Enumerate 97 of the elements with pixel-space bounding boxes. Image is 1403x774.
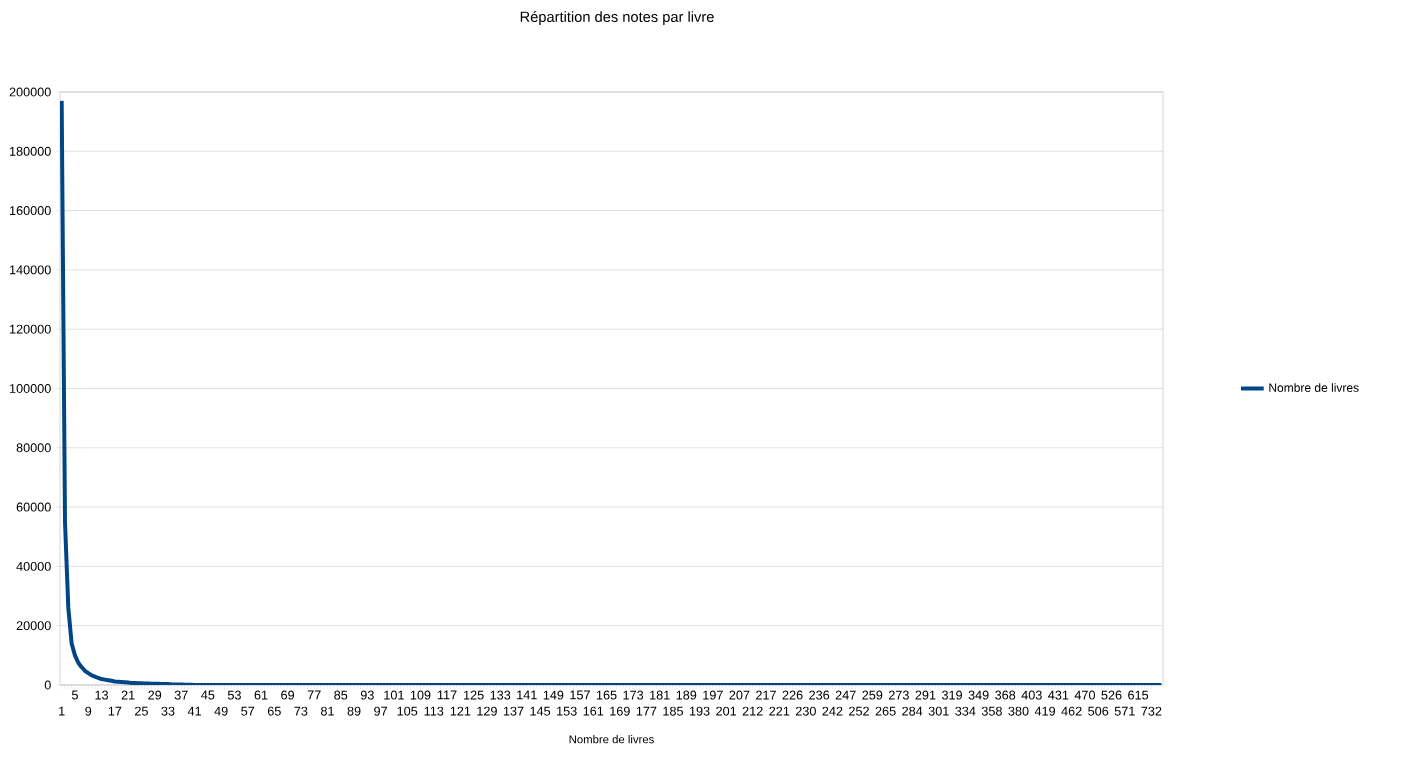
x-tick-label: 133 xyxy=(490,690,511,700)
x-tick-label: 137 xyxy=(503,706,524,716)
x-tick-label: 319 xyxy=(941,690,962,700)
y-tick-label: 80000 xyxy=(16,443,51,453)
y-tick-label: 140000 xyxy=(9,265,51,275)
x-tick-label: 236 xyxy=(809,690,830,700)
x-tick-label: 81 xyxy=(320,706,334,716)
x-tick-label: 89 xyxy=(347,706,361,716)
y-tick-label: 40000 xyxy=(16,561,51,571)
x-tick-label: 1 xyxy=(59,706,65,716)
x-tick-label: 273 xyxy=(888,690,909,700)
x-tick-label: 49 xyxy=(214,706,228,716)
y-tick-label: 0 xyxy=(44,680,51,690)
x-tick-label: 13 xyxy=(95,690,109,700)
y-tick-label: 160000 xyxy=(9,206,51,216)
x-tick-label: 291 xyxy=(915,690,936,700)
x-tick-label: 349 xyxy=(968,690,989,700)
x-tick-label: 431 xyxy=(1048,690,1069,700)
x-tick-label: 265 xyxy=(875,706,896,716)
x-tick-label: 109 xyxy=(410,690,431,700)
x-tick-label: 21 xyxy=(121,690,135,700)
y-tick-label: 100000 xyxy=(9,384,51,393)
x-axis-title: Nombre de livres xyxy=(569,735,654,744)
x-tick-label: 145 xyxy=(530,706,551,716)
x-tick-label: 57 xyxy=(241,706,255,716)
x-tick-label: 101 xyxy=(384,690,404,700)
x-tick-label: 41 xyxy=(187,706,201,716)
x-tick-label: 17 xyxy=(108,706,122,716)
y-tick-label: 200000 xyxy=(9,87,51,97)
x-tick-label: 252 xyxy=(849,706,869,716)
x-tick-label: 61 xyxy=(254,690,268,700)
x-tick-label: 197 xyxy=(703,690,723,700)
x-tick-label: 247 xyxy=(835,690,856,700)
x-tick-label: 29 xyxy=(148,690,162,700)
x-tick-label: 69 xyxy=(281,690,295,700)
x-tick-label: 181 xyxy=(650,690,670,700)
x-tick-label: 358 xyxy=(981,706,1002,716)
x-tick-label: 242 xyxy=(822,706,843,716)
y-tick-label: 20000 xyxy=(16,621,51,631)
x-tick-label: 65 xyxy=(267,706,281,716)
x-tick-label: 230 xyxy=(795,706,816,716)
x-tick-label: 129 xyxy=(477,706,497,716)
legend-label: Nombre de livres xyxy=(1269,383,1359,392)
x-tick-label: 5 xyxy=(71,690,78,700)
x-tick-label: 169 xyxy=(610,706,630,716)
x-tick-label: 226 xyxy=(782,690,803,700)
y-tick-label: 60000 xyxy=(16,502,51,512)
x-tick-label: 121 xyxy=(450,706,471,716)
x-tick-label: 117 xyxy=(437,690,457,700)
x-tick-label: 113 xyxy=(424,706,444,716)
x-tick-label: 141 xyxy=(517,690,537,700)
x-tick-label: 85 xyxy=(334,690,348,700)
x-tick-label: 217 xyxy=(756,690,776,700)
x-tick-label: 73 xyxy=(294,706,308,716)
x-tick-label: 193 xyxy=(689,706,710,716)
x-tick-label: 259 xyxy=(862,690,883,700)
x-tick-label: 105 xyxy=(397,706,418,716)
x-tick-label: 157 xyxy=(570,690,590,700)
x-tick-label: 165 xyxy=(596,690,617,700)
x-tick-label: 221 xyxy=(769,706,790,716)
y-tick-label: 120000 xyxy=(9,324,51,334)
x-tick-label: 149 xyxy=(543,690,564,700)
x-tick-label: 177 xyxy=(636,706,657,716)
x-tick-label: 380 xyxy=(1008,706,1029,716)
x-tick-label: 53 xyxy=(227,690,241,700)
x-tick-label: 615 xyxy=(1128,690,1149,700)
x-tick-label: 185 xyxy=(663,706,684,716)
x-tick-label: 201 xyxy=(716,706,737,716)
x-tick-label: 419 xyxy=(1034,706,1056,716)
x-tick-label: 173 xyxy=(623,690,644,700)
chart-title: Répartition des notes par livre xyxy=(520,11,714,25)
x-tick-label: 153 xyxy=(557,706,577,716)
x-tick-label: 25 xyxy=(134,706,148,716)
x-tick-label: 732 xyxy=(1141,706,1162,716)
x-tick-label: 9 xyxy=(85,706,92,716)
x-tick-label: 207 xyxy=(729,690,750,700)
x-tick-label: 403 xyxy=(1021,690,1042,700)
x-tick-label: 97 xyxy=(374,706,388,716)
x-tick-label: 189 xyxy=(676,690,697,700)
x-tick-label: 526 xyxy=(1101,690,1122,700)
x-tick-label: 37 xyxy=(174,690,188,700)
x-tick-label: 77 xyxy=(307,690,321,700)
x-tick-label: 571 xyxy=(1114,706,1135,716)
x-tick-label: 93 xyxy=(360,690,374,700)
x-tick-label: 284 xyxy=(902,706,923,716)
x-tick-label: 212 xyxy=(742,706,763,716)
x-tick-label: 33 xyxy=(161,706,175,716)
x-tick-label: 462 xyxy=(1061,706,1082,716)
x-tick-label: 334 xyxy=(955,706,976,716)
x-tick-label: 161 xyxy=(583,706,604,716)
y-tick-label: 180000 xyxy=(9,146,51,156)
x-tick-label: 506 xyxy=(1088,706,1109,716)
x-tick-label: 125 xyxy=(464,690,484,700)
x-tick-label: 470 xyxy=(1074,690,1095,700)
x-tick-label: 301 xyxy=(928,706,949,716)
x-tick-label: 45 xyxy=(201,690,215,700)
x-tick-label: 368 xyxy=(995,690,1016,700)
